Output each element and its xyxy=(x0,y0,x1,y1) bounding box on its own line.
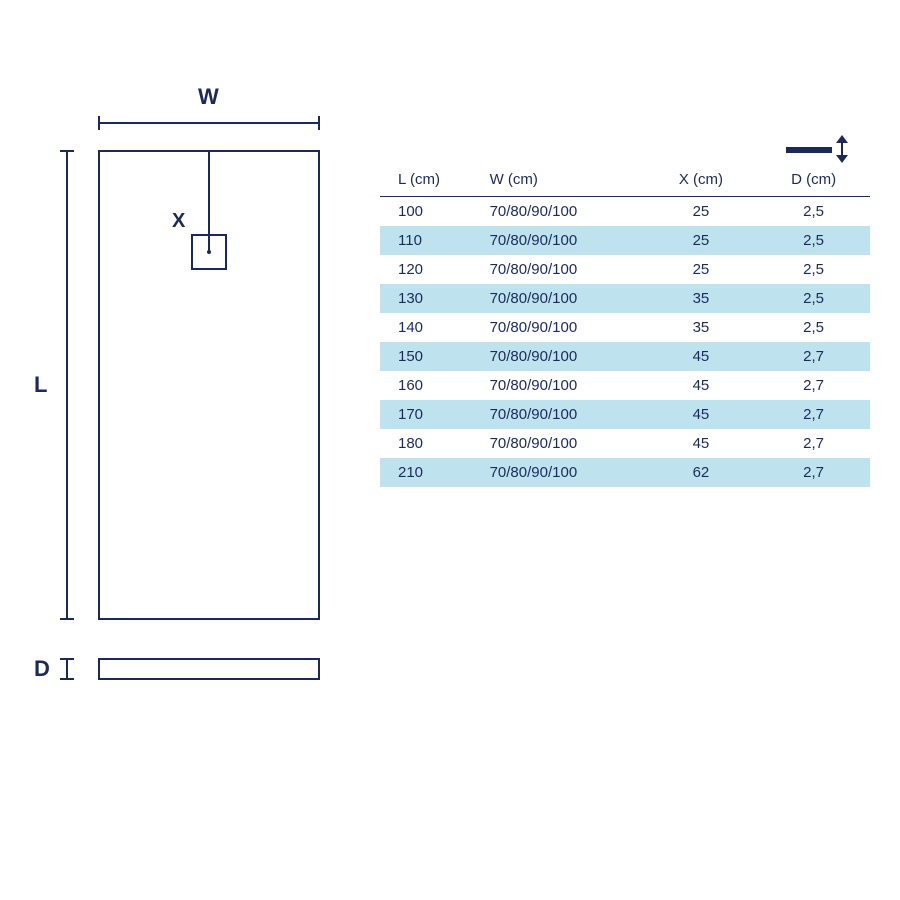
cell-l: 150 xyxy=(380,342,478,371)
cell-x: 62 xyxy=(645,458,758,487)
cell-l: 180 xyxy=(380,429,478,458)
dimensions-table-wrap: L (cm) W (cm) X (cm) D (cm) 10070/80/90/… xyxy=(380,165,870,487)
label-x: X xyxy=(172,210,185,233)
w-bracket xyxy=(98,116,320,130)
cell-d: 2,7 xyxy=(757,342,870,371)
table-header-row: L (cm) W (cm) X (cm) D (cm) xyxy=(380,165,870,197)
l-bracket xyxy=(60,150,74,620)
table-row: 13070/80/90/100352,5 xyxy=(380,284,870,313)
cell-l: 120 xyxy=(380,255,478,284)
table-row: 11070/80/90/100252,5 xyxy=(380,226,870,255)
cell-x: 45 xyxy=(645,429,758,458)
cell-l: 130 xyxy=(380,284,478,313)
cell-w: 70/80/90/100 xyxy=(478,342,645,371)
cell-d: 2,7 xyxy=(757,371,870,400)
cell-w: 70/80/90/100 xyxy=(478,284,645,313)
cell-w: 70/80/90/100 xyxy=(478,255,645,284)
cell-x: 45 xyxy=(645,342,758,371)
cell-d: 2,5 xyxy=(757,226,870,255)
cell-l: 100 xyxy=(380,197,478,227)
cell-w: 70/80/90/100 xyxy=(478,371,645,400)
cell-x: 45 xyxy=(645,371,758,400)
drain-square xyxy=(191,234,227,270)
cell-d: 2,5 xyxy=(757,197,870,227)
cell-l: 210 xyxy=(380,458,478,487)
table-row: 21070/80/90/100622,7 xyxy=(380,458,870,487)
col-header-l: L (cm) xyxy=(380,165,478,197)
cell-w: 70/80/90/100 xyxy=(478,429,645,458)
table-row: 14070/80/90/100352,5 xyxy=(380,313,870,342)
cell-l: 170 xyxy=(380,400,478,429)
cell-d: 2,5 xyxy=(757,255,870,284)
cell-d: 2,5 xyxy=(757,313,870,342)
cell-x: 35 xyxy=(645,284,758,313)
cell-w: 70/80/90/100 xyxy=(478,197,645,227)
table-row: 12070/80/90/100252,5 xyxy=(380,255,870,284)
tray-side-view xyxy=(98,658,320,680)
cell-x: 25 xyxy=(645,255,758,284)
table-row: 15070/80/90/100452,7 xyxy=(380,342,870,371)
d-bracket xyxy=(60,658,74,680)
cell-w: 70/80/90/100 xyxy=(478,400,645,429)
cell-x: 35 xyxy=(645,313,758,342)
cell-x: 25 xyxy=(645,226,758,255)
dimension-diagram: W L X D xyxy=(40,90,340,790)
table-row: 16070/80/90/100452,7 xyxy=(380,371,870,400)
table-row: 17070/80/90/100452,7 xyxy=(380,400,870,429)
cell-w: 70/80/90/100 xyxy=(478,313,645,342)
cell-d: 2,7 xyxy=(757,458,870,487)
page: W L X D L (cm) xyxy=(0,0,900,900)
table-row: 10070/80/90/100252,5 xyxy=(380,197,870,227)
label-d: D xyxy=(34,656,50,682)
cell-d: 2,7 xyxy=(757,400,870,429)
col-header-x: X (cm) xyxy=(645,165,758,197)
cell-l: 160 xyxy=(380,371,478,400)
thickness-icon xyxy=(782,135,856,163)
tray-top-view: X xyxy=(98,150,320,620)
cell-w: 70/80/90/100 xyxy=(478,226,645,255)
cell-d: 2,5 xyxy=(757,284,870,313)
cell-x: 45 xyxy=(645,400,758,429)
cell-w: 70/80/90/100 xyxy=(478,458,645,487)
dimensions-table: L (cm) W (cm) X (cm) D (cm) 10070/80/90/… xyxy=(380,165,870,487)
cell-l: 140 xyxy=(380,313,478,342)
cell-x: 25 xyxy=(645,197,758,227)
cell-d: 2,7 xyxy=(757,429,870,458)
col-header-d: D (cm) xyxy=(757,165,870,197)
col-header-w: W (cm) xyxy=(478,165,645,197)
label-w: W xyxy=(198,84,219,110)
label-l: L xyxy=(34,372,47,398)
cell-l: 110 xyxy=(380,226,478,255)
table-row: 18070/80/90/100452,7 xyxy=(380,429,870,458)
